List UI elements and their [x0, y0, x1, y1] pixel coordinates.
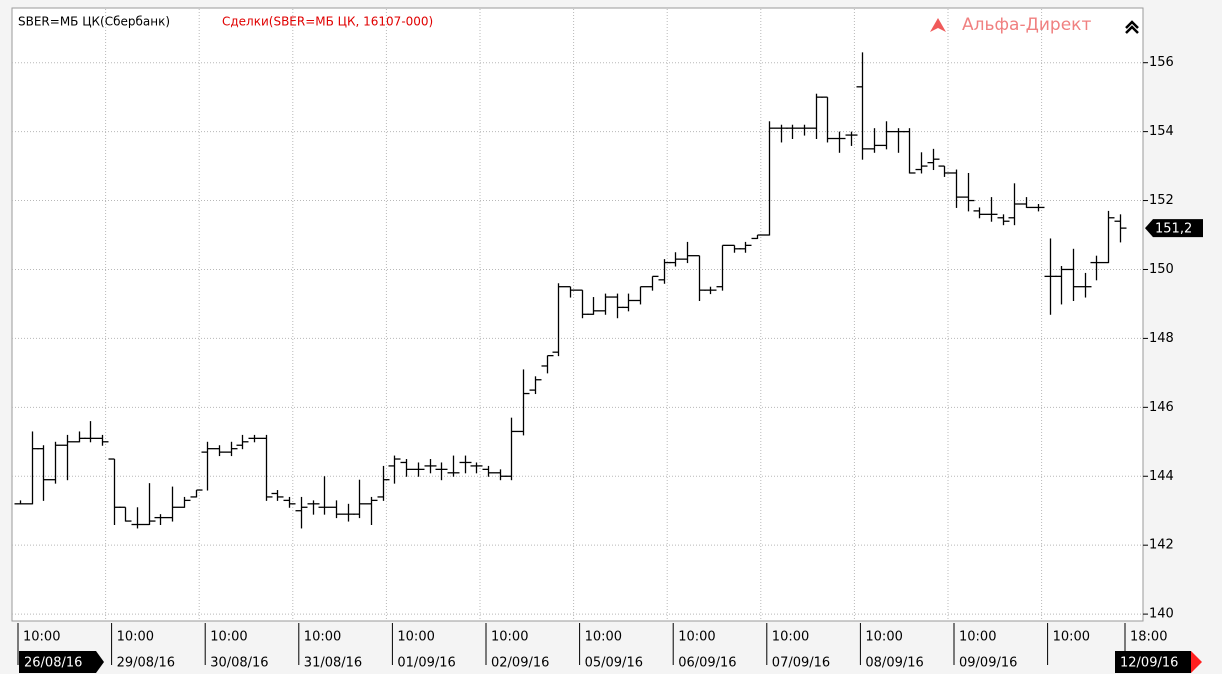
x-date-label: 30/08/16 — [210, 656, 268, 671]
y-tick-label: 142 — [1149, 538, 1174, 553]
x-date-label: 01/09/16 — [397, 656, 455, 671]
date-tag-arrow — [1191, 651, 1202, 673]
last-price-label: 151,2 — [1155, 222, 1192, 237]
x-date-label: 02/09/16 — [491, 656, 549, 671]
brand: Альфа-Директ — [962, 15, 1091, 35]
y-tick-label: 150 — [1149, 262, 1174, 277]
x-date-label: 26/08/16 — [24, 656, 82, 671]
x-time-label: 10:00 — [1053, 630, 1090, 645]
x-date-label: 09/09/16 — [959, 656, 1017, 671]
x-date-label: 31/08/16 — [304, 656, 362, 671]
x-date-label: 05/09/16 — [585, 656, 643, 671]
x-time-label: 10:00 — [959, 630, 996, 645]
x-time-label: 10:00 — [491, 630, 528, 645]
chart-subtitle: Сделки(SBER=МБ ЦК, 16107-000) — [222, 15, 433, 29]
x-date-label: 12/09/16 — [1120, 656, 1178, 671]
x-time-label: 10:00 — [397, 630, 434, 645]
last-price-tag — [1145, 219, 1203, 238]
axes: 140 142 144 146 148 150 152 154 156 10:00 26/08/16… — [17, 55, 1203, 673]
x-time-label: 10:00 — [678, 630, 715, 645]
y-tick-label: 152 — [1149, 193, 1174, 208]
y-tick-label: 154 — [1149, 124, 1174, 139]
y-tick-label: 144 — [1149, 469, 1174, 484]
y-tick-label: 146 — [1149, 400, 1174, 415]
x-time-label: 10:00 — [23, 630, 60, 645]
grid — [12, 9, 1143, 621]
y-tick-label: 140 — [1149, 607, 1174, 622]
plot-area — [11, 7, 1144, 622]
x-time-label: 10:00 — [210, 630, 247, 645]
chart-title: SBER=МБ ЦК(Сбербанк) — [18, 15, 170, 29]
y-tick-label: 148 — [1149, 331, 1174, 346]
y-tick-label: 156 — [1149, 55, 1174, 70]
x-time-label: 10:00 — [304, 630, 341, 645]
x-date-label: 06/09/16 — [678, 656, 736, 671]
date-tag — [19, 651, 104, 673]
x-time-label: 10:00 — [117, 630, 154, 645]
date-tag — [1115, 651, 1191, 673]
x-date-label: 29/08/16 — [117, 656, 175, 671]
collapse-button[interactable] — [1125, 20, 1139, 34]
x-time-label: 10:00 — [772, 630, 809, 645]
x-date-label: 08/09/16 — [865, 656, 923, 671]
x-time-label: 10:00 — [865, 630, 902, 645]
bars — [14, 52, 1127, 529]
x-time-label: 18:00 — [1130, 630, 1167, 645]
x-time-label: 10:00 — [585, 630, 622, 645]
x-date-label: 07/09/16 — [772, 656, 830, 671]
brand-logo — [930, 18, 946, 32]
